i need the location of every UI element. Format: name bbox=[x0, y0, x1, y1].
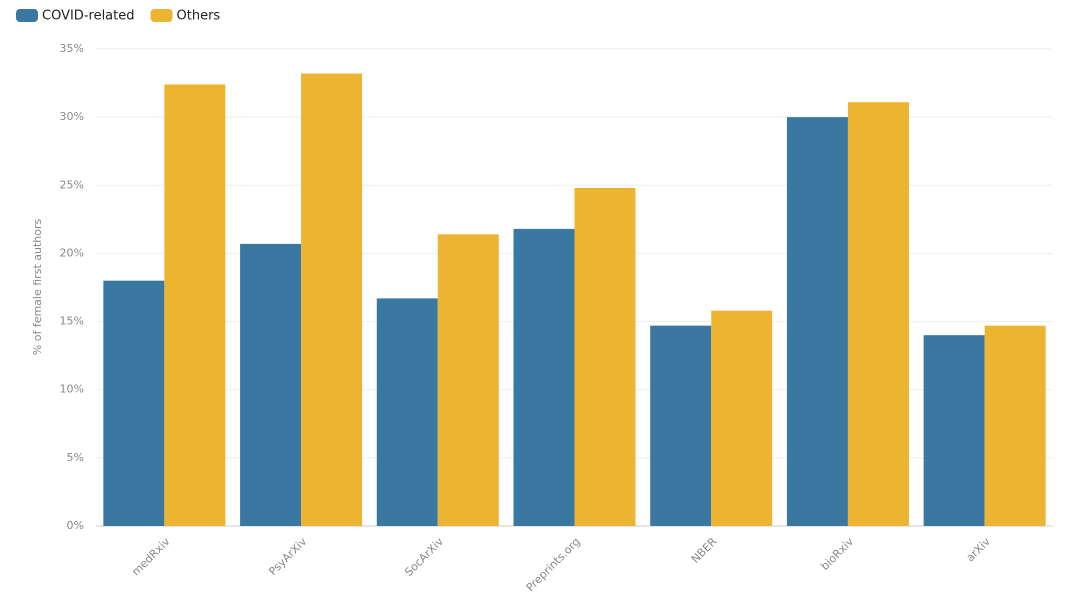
x-tick-label: PsyArXiv bbox=[266, 535, 309, 578]
x-tick-label: bioRxiv bbox=[818, 535, 856, 573]
legend-swatch bbox=[150, 9, 173, 22]
bar bbox=[103, 280, 165, 526]
bar bbox=[574, 188, 636, 527]
x-tick-label: NBER bbox=[689, 535, 720, 566]
y-tick-label: 15% bbox=[60, 315, 84, 328]
bar bbox=[923, 335, 985, 526]
y-tick-label: 25% bbox=[60, 178, 84, 191]
x-tick-label: medRxiv bbox=[129, 535, 173, 579]
legend-label: COVID-related bbox=[42, 9, 135, 24]
y-tick-label: 35% bbox=[60, 42, 84, 55]
bar bbox=[240, 243, 302, 527]
x-tick-label: Preprints.org bbox=[524, 535, 583, 594]
x-tick-label: arXiv bbox=[964, 535, 994, 565]
bar bbox=[301, 73, 363, 526]
bar bbox=[847, 102, 909, 526]
bar bbox=[376, 298, 438, 526]
y-tick-label: 20% bbox=[60, 246, 84, 259]
bar bbox=[650, 325, 712, 526]
bar bbox=[513, 228, 575, 526]
bar bbox=[984, 325, 1046, 526]
y-tick-label: 10% bbox=[60, 383, 84, 396]
x-tick-label: SocArXiv bbox=[402, 535, 446, 579]
y-tick-label: 0% bbox=[67, 519, 84, 532]
bar bbox=[164, 84, 226, 526]
bar bbox=[437, 234, 499, 526]
bar bbox=[786, 117, 848, 527]
legend-label: Others bbox=[177, 9, 221, 24]
bar bbox=[711, 310, 773, 526]
y-tick-label: 5% bbox=[67, 451, 84, 464]
y-axis-label: % of female first authors bbox=[31, 219, 44, 356]
legend-swatch bbox=[16, 9, 38, 22]
y-tick-label: 30% bbox=[60, 110, 84, 123]
